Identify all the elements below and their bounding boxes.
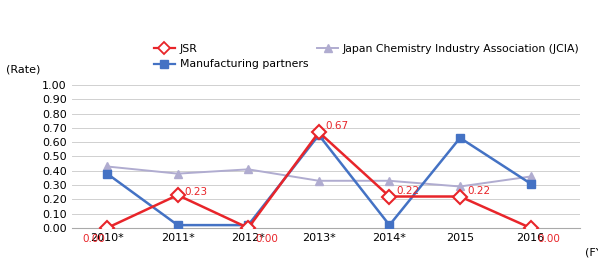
Legend: JSR, Manufacturing partners, Japan Chemistry Industry Association (JCIA): JSR, Manufacturing partners, Japan Chemi… (154, 44, 579, 70)
Text: 0.67: 0.67 (326, 121, 349, 131)
Text: 0.00: 0.00 (82, 234, 105, 244)
Text: 0.00: 0.00 (538, 234, 560, 244)
Text: 0.22: 0.22 (467, 186, 490, 196)
Text: 0.22: 0.22 (396, 186, 420, 196)
Text: (FY): (FY) (585, 247, 598, 257)
Text: 0.23: 0.23 (185, 187, 208, 197)
Text: (Rate): (Rate) (5, 65, 40, 75)
Text: 0.00: 0.00 (255, 234, 278, 244)
